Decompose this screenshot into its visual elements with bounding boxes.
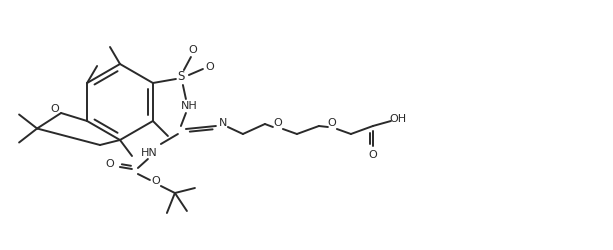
Text: O: O: [189, 45, 197, 55]
Text: O: O: [205, 62, 215, 72]
Text: HN: HN: [140, 148, 158, 158]
Text: N: N: [219, 118, 227, 128]
Text: O: O: [327, 118, 337, 128]
Text: O: O: [51, 104, 59, 114]
Text: NH: NH: [181, 101, 197, 111]
Text: O: O: [368, 150, 377, 160]
Text: O: O: [273, 118, 282, 128]
Text: OH: OH: [389, 114, 406, 124]
Text: O: O: [151, 176, 160, 186]
Text: O: O: [105, 159, 114, 169]
Text: S: S: [177, 70, 185, 84]
